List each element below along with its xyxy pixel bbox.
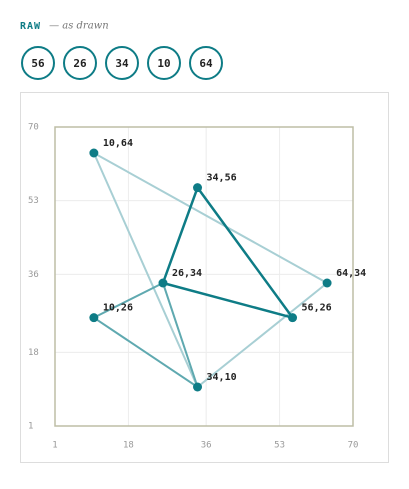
- point: [158, 278, 168, 288]
- value-chip-label: 34: [115, 57, 129, 70]
- point: [89, 148, 99, 158]
- point-label: 10,26: [103, 303, 133, 314]
- section-label: RAW: [20, 21, 41, 32]
- x-tick-label: 18: [123, 441, 134, 451]
- value-chip-label: 64: [199, 57, 213, 70]
- point: [193, 382, 203, 392]
- point-label: 10,64: [103, 138, 133, 149]
- x-tick-label: 53: [274, 441, 285, 451]
- value-chip: [105, 46, 139, 80]
- point-label: 26,34: [172, 268, 202, 279]
- point-label: 64,34: [336, 268, 366, 279]
- x-tick-label: 1: [52, 441, 57, 451]
- y-tick-label: 36: [28, 270, 39, 280]
- x-tick-label: 70: [348, 441, 359, 451]
- plot-frame: [54, 126, 354, 427]
- point-label: 56,26: [302, 303, 332, 314]
- y-tick-label: 53: [28, 196, 39, 206]
- edge-shape: [92, 282, 199, 388]
- y-tick-label: 1: [28, 422, 33, 432]
- x-tick-label: 36: [201, 441, 212, 451]
- chart-panel: [20, 92, 389, 463]
- y-tick-label: 70: [28, 123, 39, 133]
- y-tick-label: 18: [28, 348, 39, 358]
- point: [288, 313, 298, 323]
- value-chip: [63, 46, 97, 80]
- point-label: 34,56: [207, 173, 237, 184]
- point: [193, 183, 203, 193]
- value-chip-label: 10: [157, 57, 170, 70]
- value-chip: [147, 46, 181, 80]
- value-chip-label: 26: [73, 57, 87, 70]
- point-label: 34,10: [207, 372, 237, 383]
- point: [322, 278, 332, 288]
- plot: 10,64 34,56 26,34 64,34 10,26 56,26 34,10: [89, 138, 366, 392]
- value-chip: [189, 46, 223, 80]
- edge-shape: [161, 186, 294, 319]
- point: [89, 313, 99, 323]
- value-chip-label: 56: [31, 57, 45, 70]
- edge-shape: [92, 152, 329, 388]
- section-subtitle: — as drawn: [49, 21, 109, 32]
- value-chip: [21, 46, 55, 80]
- raw-values: 56 26 34 10 64: [21, 46, 223, 80]
